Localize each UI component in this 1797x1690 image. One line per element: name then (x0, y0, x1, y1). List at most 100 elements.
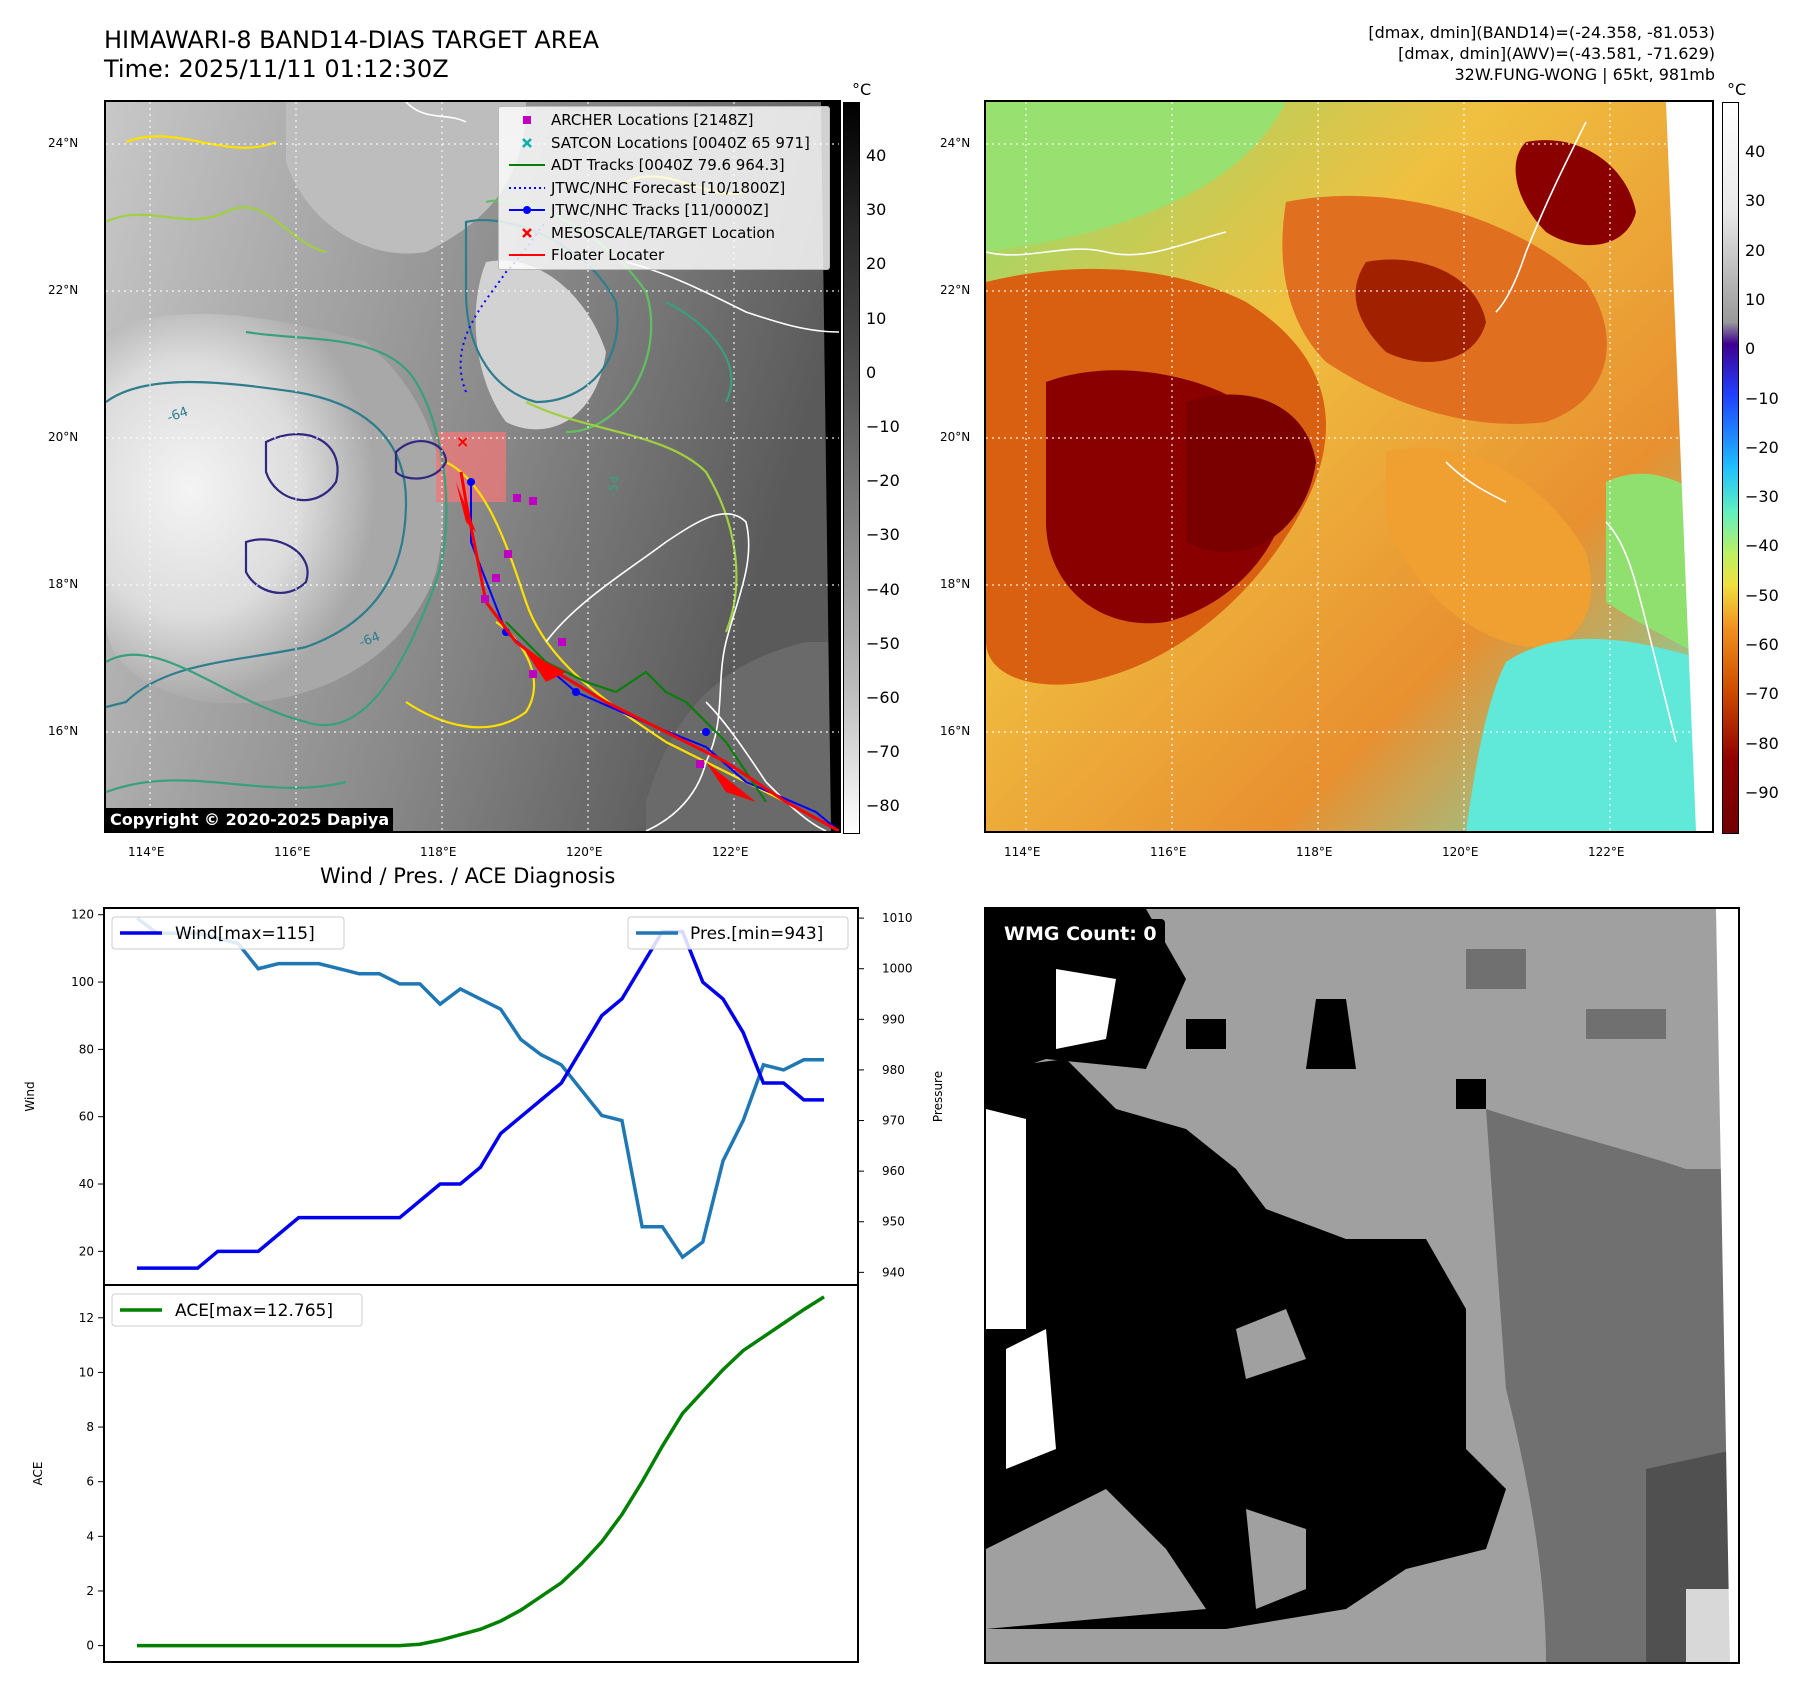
colorbar-tick: 20 (866, 254, 887, 274)
y2-tick-label: 950 (882, 1215, 905, 1229)
colorbar-tick: −20 (866, 471, 900, 491)
square-marker-icon (523, 116, 531, 124)
y-tick-label: 0 (86, 1639, 94, 1653)
x-marker-icon (522, 137, 532, 148)
colorbar-right-unit: °C (1727, 80, 1747, 99)
y2-tick-label: 940 (882, 1265, 905, 1279)
storm-info: [dmax, dmin](BAND14)=(-24.358, -81.053) … (1368, 22, 1715, 85)
colorbar-tick: −90 (1745, 782, 1779, 802)
legend-entry-mesoscale: MESOSCALE/TARGET Location (499, 222, 829, 245)
lat-tick: 20°N (940, 430, 971, 444)
lon-tick: 120°E (566, 845, 603, 859)
info-line-3: 32W.FUNG-WONG | 65kt, 981mb (1454, 65, 1715, 84)
info-line-2: [dmax, dmin](AWV)=(-43.581, -71.629) (1398, 44, 1715, 63)
y-tick-label: 10 (79, 1365, 94, 1379)
wind-line (137, 929, 824, 1270)
colorbar-tick: −70 (1745, 684, 1779, 704)
y2-tick-label: 990 (882, 1012, 905, 1026)
contour-label: -54 (605, 474, 623, 498)
colorbar-right (1722, 102, 1739, 834)
line-marker-icon (509, 164, 545, 166)
lon-tick: 118°E (420, 845, 457, 859)
colorbar-left (843, 102, 860, 834)
lon-tick: 116°E (274, 845, 311, 859)
wind-panel-frame (103, 907, 859, 1286)
colorbar-tick: 40 (1745, 142, 1766, 161)
lat-tick: 24°N (940, 136, 971, 150)
pressure-axis-label: Pressure (931, 1071, 945, 1122)
colorbar-tick: 30 (1745, 191, 1766, 211)
lat-tick: 22°N (940, 283, 971, 297)
line-marker-icon (509, 254, 545, 256)
diagnosis-chart: 2040608010012094095096097098099010001010… (23, 907, 945, 1663)
colorbar-tick: −60 (866, 688, 900, 707)
info-line-1: [dmax, dmin](BAND14)=(-24.358, -81.053) (1368, 23, 1715, 42)
y-tick-label: 6 (86, 1475, 94, 1489)
awv-map-svg (986, 102, 1712, 831)
colorbar-tick: −60 (1745, 635, 1779, 654)
y-tick-label: 40 (79, 1177, 94, 1191)
title-line-1: HIMAWARI-8 BAND14-DIAS TARGET AREA (104, 26, 600, 54)
colorbar-tick: −10 (1745, 388, 1779, 408)
legend-entry-forecast: JTWC/NHC Forecast [10/1800Z] (499, 177, 829, 200)
y2-tick-label: 1000 (882, 962, 913, 976)
colorbar-tick: −80 (1745, 733, 1779, 753)
lat-tick: 24°N (48, 136, 79, 150)
wmg-svg (986, 909, 1738, 1662)
lon-tick: 120°E (1442, 845, 1479, 859)
lat-tick: 18°N (940, 577, 971, 591)
lon-tick: 122°E (712, 845, 749, 859)
y2-tick-label: 960 (882, 1164, 905, 1178)
copyright-label: Copyright © 2020-2025 Dapiya (106, 808, 394, 831)
y-tick-label: 100 (71, 975, 94, 989)
ace-panel-frame (103, 1284, 859, 1663)
y2-tick-label: 970 (882, 1114, 905, 1128)
lat-tick: 20°N (48, 430, 79, 444)
contour-label: -64 (165, 404, 190, 425)
y-tick-label: 80 (79, 1042, 94, 1056)
title-line-2: Time: 2025/11/11 01:12:30Z (104, 55, 449, 83)
lat-tick: 18°N (48, 577, 79, 591)
awv-map-panel (984, 100, 1714, 833)
colorbar-tick: 30 (866, 200, 887, 220)
diagnosis-title: Wind / Pres. / ACE Diagnosis (320, 864, 616, 888)
legend-entry-archer: ARCHER Locations [2148Z] (499, 109, 829, 132)
wind-legend-label: Wind[max=115] (175, 924, 315, 944)
colorbar-tick: −30 (1745, 487, 1779, 507)
pressure-legend-box (627, 916, 849, 950)
svg-text:×: × (456, 432, 469, 451)
colorbar-left-unit: °C (852, 80, 872, 99)
legend-entry-floater: Floater Locater (499, 244, 829, 267)
lat-tick: 16°N (940, 724, 971, 738)
colorbar-tick: −40 (866, 579, 900, 599)
y2-tick-label: 1010 (882, 911, 913, 925)
wmg-panel: WMG Count: 0 (984, 907, 1740, 1664)
colorbar-tick: 10 (866, 308, 887, 328)
ace-legend-label: ACE[max=12.765] (175, 1301, 333, 1321)
lat-tick: 22°N (48, 283, 79, 297)
legend-entry-adt: ADT Tracks [0040Z 79.6 964.3] (499, 154, 829, 177)
colorbar-tick: −30 (866, 525, 900, 545)
y-tick-label: 120 (71, 908, 94, 922)
lat-tick: 16°N (48, 724, 79, 738)
legend-entry-tracks: JTWC/NHC Tracks [11/0000Z] (499, 199, 829, 222)
wind-legend-box (111, 916, 345, 950)
y-tick-label: 2 (86, 1584, 94, 1598)
colorbar-tick: −20 (1745, 437, 1779, 457)
colorbar-tick: −50 (866, 633, 900, 653)
legend-entry-satcon: SATCON Locations [0040Z 65 971] (499, 132, 829, 155)
colorbar-tick: 20 (1745, 240, 1766, 260)
pressure-legend-label: Pres.[min=943] (690, 924, 823, 944)
ace-legend-box (111, 1293, 363, 1327)
y-tick-label: 60 (79, 1110, 94, 1124)
ace-line (137, 1295, 825, 1648)
contour-label: -64 (357, 629, 382, 650)
dotted-line-icon (509, 186, 545, 189)
colorbar-tick: 40 (866, 146, 887, 165)
ace-axis-label: ACE (31, 1462, 45, 1486)
colorbar-tick: −40 (1745, 536, 1779, 556)
colorbar-tick: 0 (1745, 339, 1756, 359)
lon-tick: 118°E (1296, 845, 1333, 859)
y2-tick-label: 980 (882, 1063, 905, 1077)
lon-tick: 122°E (1588, 845, 1625, 859)
